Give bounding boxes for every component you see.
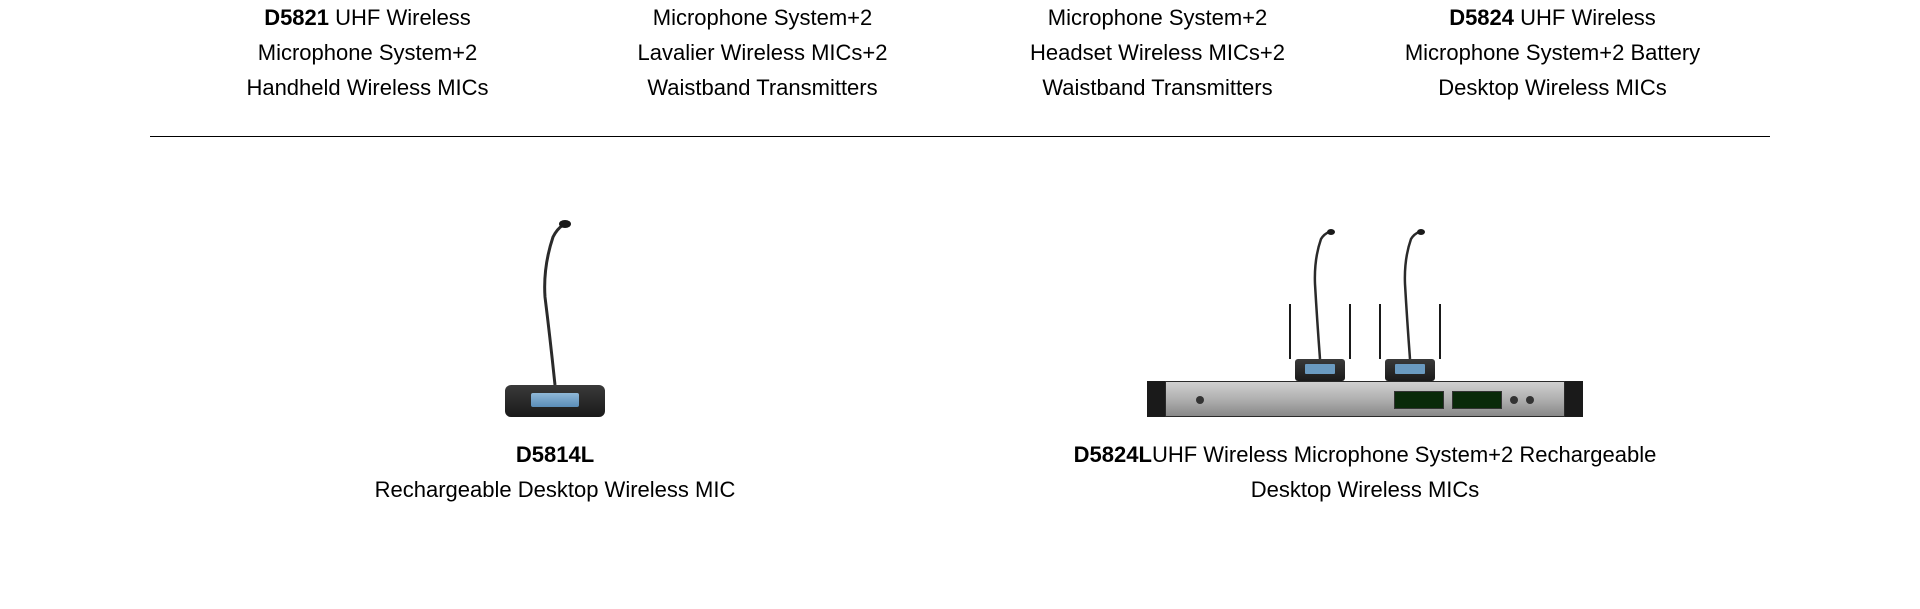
product-text: Rechargeable Desktop Wireless MIC	[150, 472, 960, 507]
product-model: D5824	[1449, 5, 1514, 30]
product-item-d5824: D5824 UHF Wireless Microphone System+2 B…	[1355, 0, 1750, 106]
rack-panel	[1196, 388, 1534, 412]
mic-screen	[531, 393, 579, 407]
product-title: D5821 UHF Wireless	[170, 0, 565, 35]
product-description: D5814L Rechargeable Desktop Wireless MIC	[150, 437, 960, 507]
transmitter-unit	[1375, 359, 1445, 381]
desktop-mic-icon	[495, 217, 615, 417]
antenna-icon	[1289, 304, 1291, 359]
product-text: Headset Wireless MICs+2	[960, 35, 1355, 70]
product-row-top: D5821 UHF Wireless Microphone System+2 H…	[150, 0, 1770, 136]
mic-screen	[1395, 364, 1425, 374]
product-text: Microphone System+2 Battery	[1355, 35, 1750, 70]
product-item-lavalier: Microphone System+2 Lavalier Wireless MI…	[565, 0, 960, 106]
rack-button	[1510, 396, 1518, 404]
product-row-bottom: D5814L Rechargeable Desktop Wireless MIC	[150, 197, 1770, 507]
product-item-d5814l: D5814L Rechargeable Desktop Wireless MIC	[150, 197, 960, 507]
rack-ear	[1565, 381, 1583, 417]
product-text: Desktop Wireless MICs	[960, 472, 1770, 507]
antenna-icon	[1439, 304, 1441, 359]
product-model: D5824L	[1074, 442, 1152, 467]
rack-display	[1394, 391, 1444, 409]
rack-receiver	[1165, 381, 1565, 417]
product-text: Waistband Transmitters	[960, 70, 1355, 105]
gooseneck-mic-icon	[1375, 229, 1445, 359]
mic-screen	[1305, 364, 1335, 374]
product-text: Lavalier Wireless MICs+2	[565, 35, 960, 70]
product-text: UHF Wireless	[329, 5, 471, 30]
product-text: Microphone System+2	[960, 0, 1355, 35]
product-text: Desktop Wireless MICs	[1355, 70, 1750, 105]
product-text: Waistband Transmitters	[565, 70, 960, 105]
product-text: Microphone System+2	[565, 0, 960, 35]
product-image	[960, 197, 1770, 417]
product-text: Handheld Wireless MICs	[170, 70, 565, 105]
mic-base	[1295, 359, 1345, 381]
gooseneck-mic-icon	[1285, 229, 1355, 359]
mic-base	[1385, 359, 1435, 381]
product-image	[150, 197, 960, 417]
rack-display	[1452, 391, 1502, 409]
product-text: Microphone System+2	[170, 35, 565, 70]
product-model: D5814L	[516, 442, 594, 467]
product-title: D5824 UHF Wireless	[1355, 0, 1750, 35]
mic-system-icon	[1165, 217, 1565, 417]
rack-ear	[1147, 381, 1165, 417]
antenna-icon	[1379, 304, 1381, 359]
rack-button	[1196, 396, 1204, 404]
product-item-d5821: D5821 UHF Wireless Microphone System+2 H…	[170, 0, 565, 106]
product-text: UHF Wireless	[1514, 5, 1656, 30]
section-divider	[150, 136, 1770, 137]
product-item-d5824l: D5824LUHF Wireless Microphone System+2 R…	[960, 197, 1770, 507]
product-item-headset: Microphone System+2 Headset Wireless MIC…	[960, 0, 1355, 106]
antenna-icon	[1349, 304, 1351, 359]
mic-base	[505, 385, 605, 417]
transmitter-unit	[1285, 359, 1355, 381]
rack-button	[1526, 396, 1534, 404]
product-model: D5821	[264, 5, 329, 30]
product-description: D5824LUHF Wireless Microphone System+2 R…	[960, 437, 1770, 507]
product-text: UHF Wireless Microphone System+2 Recharg…	[1152, 442, 1656, 467]
